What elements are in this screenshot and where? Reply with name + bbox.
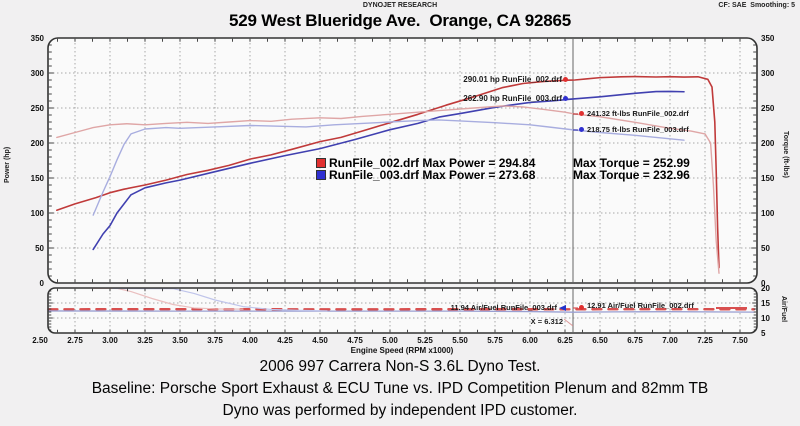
xtick-6.75: 6.75 (627, 336, 643, 345)
airfuel-panel-border (47, 287, 758, 334)
marker-dot-af-002 (579, 305, 584, 310)
xtick-3.75: 3.75 (207, 336, 223, 345)
ytick-torque-0: 0 (761, 278, 766, 288)
annotation-torque-runfile002: 241.32 ft-lbs RunFile_002.drf (587, 109, 689, 118)
caption-line-3: Dyno was performed by independent IPD cu… (222, 402, 578, 419)
ytick-torque-100: 100 (761, 208, 775, 218)
ytick-airfuel-10: 10 (761, 313, 770, 323)
ytick-airfuel-20: 20 (761, 283, 770, 293)
xtick-4.75: 4.75 (347, 336, 363, 345)
ytick-airfuel-5: 5 (761, 328, 766, 338)
annotation-dash (716, 307, 747, 309)
legend-swatch-red (316, 158, 326, 168)
annotation-hp-runfile003: 262.90 hp RunFile_003.drf (463, 94, 562, 103)
legend-power-003: RunFile_003.drf Max Power = 273.68 (329, 168, 536, 182)
xtick-5.75: 5.75 (487, 336, 503, 345)
marker-dot-tq-002 (579, 111, 584, 116)
marker-dot-tq-003 (579, 127, 584, 132)
ytick-power-350: 350 (30, 33, 44, 43)
legend-power-002: RunFile_002.drf Max Power = 294.84 (329, 156, 536, 170)
ytick-torque-50: 50 (761, 243, 770, 253)
annotation-airfuel-runfile002: 12.91 Air/Fuel RunFile_002.drf (587, 301, 694, 310)
caption-line-2: Baseline: Porsche Sport Exhaust & ECU Tu… (91, 380, 709, 397)
ytick-torque-300: 300 (761, 68, 775, 78)
cursor-x-label: X = 6.312 (530, 317, 563, 326)
xtick-4.50: 4.50 (312, 336, 328, 345)
annotation-airfuel-runfile003: 11.94 Air/Fuel RunFile_003.drf (450, 303, 557, 312)
caption-line-1: 2006 997 Carrera Non-S 3.6L Dyno Test. (259, 358, 541, 375)
chart-title: 529 West Blueridge Ave. Orange, CA 92865 (228, 11, 572, 30)
curve-af-003 (47, 310, 755, 313)
xtick-6.25: 6.25 (557, 336, 573, 345)
app-brand: DYNOJET RESEARCH (362, 2, 438, 9)
marker-dot-hp-003 (563, 96, 568, 101)
ytick-power-0: 0 (39, 278, 44, 288)
curve-torque-002 (56, 105, 720, 274)
xtick-6.50: 6.50 (592, 336, 608, 345)
xtick-3.00: 3.00 (102, 336, 118, 345)
xtick-3.25: 3.25 (137, 336, 153, 345)
xtick-7.25: 7.25 (697, 336, 713, 345)
xtick-4.00: 4.00 (242, 336, 258, 345)
legend: RunFile_002.drf Max Power = 294.84 Max T… (316, 156, 690, 182)
annotation-torque-runfile003: 218.75 ft-lbs RunFile_003.drf (587, 125, 689, 134)
curve-torque-003 (92, 119, 685, 216)
xtick-2.75: 2.75 (67, 336, 83, 345)
correction-smoothing-info: CF: SAE Smoothing: 5 (718, 2, 795, 9)
ytick-torque-200: 200 (761, 138, 775, 148)
xtick-3.50: 3.50 (172, 336, 188, 345)
xtick-2.50: 2.50 (32, 336, 48, 345)
curve-power-003 (92, 90, 685, 251)
annotation-hp-runfile002: 290.01 hp RunFile_002.drf (463, 75, 562, 84)
ytick-torque-250: 250 (761, 103, 775, 113)
legend-torque-003: Max Torque = 232.96 (573, 168, 690, 182)
power-axis-label: Power (hp) (4, 146, 11, 183)
ytick-power-200: 200 (30, 138, 44, 148)
xtick-6.00: 6.00 (522, 336, 538, 345)
xtick-5.25: 5.25 (417, 336, 433, 345)
curve-af-003-rollin (112, 287, 328, 312)
x-axis-title: Engine Speed (RPM x1000) (350, 346, 454, 355)
marker-dot-hp-002 (563, 77, 568, 82)
legend-swatch-blue (316, 170, 326, 180)
ytick-airfuel-15: 15 (761, 298, 770, 308)
ytick-power-150: 150 (30, 173, 44, 183)
xtick-7.50: 7.50 (732, 336, 748, 345)
ytick-power-50: 50 (35, 243, 44, 253)
xtick-5.50: 5.50 (452, 336, 468, 345)
curve-power-002 (55, 75, 720, 269)
ytick-power-250: 250 (30, 103, 44, 113)
legend-row-runfile003: RunFile_003.drf Max Power = 273.68 Max T… (316, 168, 690, 182)
plot-canvas (47, 37, 758, 334)
ytick-torque-350: 350 (761, 33, 775, 43)
ytick-power-100: 100 (30, 208, 44, 218)
legend-row-runfile002: RunFile_002.drf Max Power = 294.84 Max T… (316, 156, 690, 170)
ytick-power-300: 300 (30, 68, 44, 78)
xtick-5.00: 5.00 (382, 336, 398, 345)
left-arrow-icon (559, 305, 566, 311)
ytick-torque-150: 150 (761, 173, 775, 183)
legend-torque-002: Max Torque = 252.99 (573, 156, 690, 170)
xtick-4.25: 4.25 (277, 336, 293, 345)
main-panel-border (47, 37, 758, 284)
xtick-7.00: 7.00 (662, 336, 678, 345)
